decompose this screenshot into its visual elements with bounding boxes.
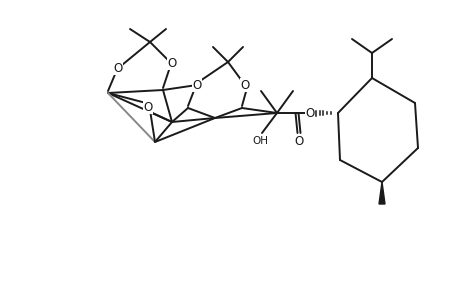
Text: O: O <box>167 56 176 70</box>
Text: OH: OH <box>252 136 268 146</box>
Text: O: O <box>192 79 201 92</box>
Text: O: O <box>294 134 303 148</box>
Text: O: O <box>305 106 314 119</box>
Text: O: O <box>240 79 249 92</box>
Polygon shape <box>378 182 384 204</box>
Text: O: O <box>143 100 152 113</box>
Text: O: O <box>113 61 123 74</box>
